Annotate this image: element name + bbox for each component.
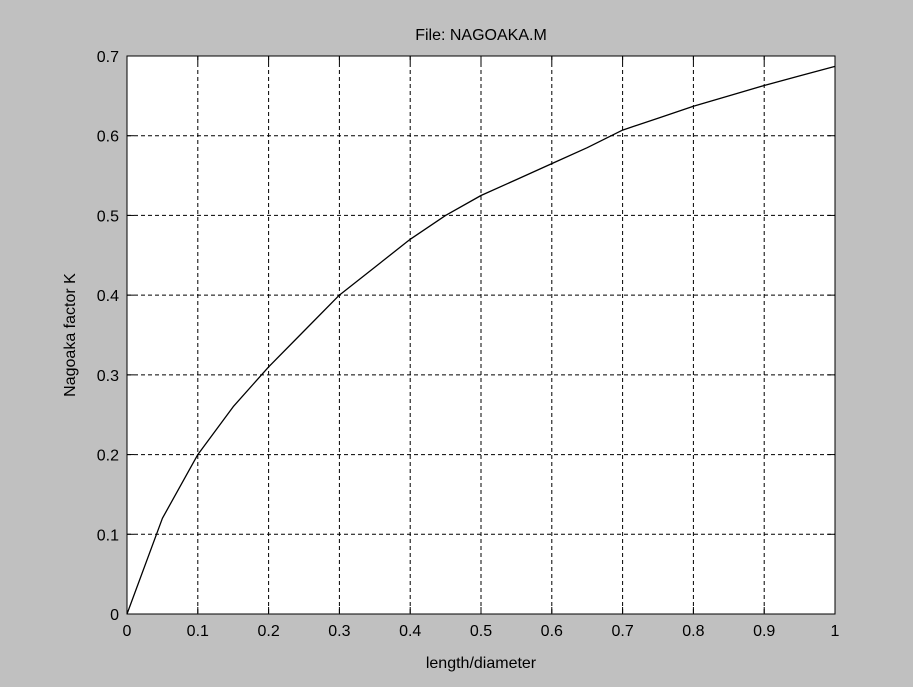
x-tick-label: 0.1 (187, 623, 209, 640)
x-tick-label: 1 (831, 623, 840, 640)
x-tick-label: 0.7 (611, 623, 633, 640)
x-tick-label: 0.6 (541, 623, 563, 640)
x-tick-label: 0.4 (399, 623, 421, 640)
x-tick-label: 0.3 (328, 623, 350, 640)
x-tick-label: 0 (123, 623, 132, 640)
series-layer (126, 65, 836, 615)
x-tick-label: 0.5 (470, 623, 492, 640)
y-tick-label: 0.7 (97, 49, 119, 66)
y-axis-label: Nagoaka factor K (62, 273, 79, 397)
y-tick-label: 0 (110, 607, 119, 624)
y-tick-label: 0.6 (97, 129, 119, 146)
x-tick-label: 0.9 (753, 623, 775, 640)
y-tick-label: 0.3 (97, 368, 119, 385)
x-axis-label: length/diameter (426, 655, 537, 672)
tick-labels: 0 0.1 0.2 0.3 0.4 0.5 0.6 0.7 0.8 0.9 1 0 0.1 0.2 0.3 0… (97, 49, 840, 640)
y-tick-label: 0.5 (97, 208, 119, 225)
y-tick-label: 0.2 (97, 448, 119, 465)
plot-area (127, 56, 835, 614)
x-tick-label: 0.8 (682, 623, 704, 640)
axes-frame (126, 55, 836, 615)
y-tick-label: 0.1 (97, 527, 119, 544)
x-tick-label: 0.2 (257, 623, 279, 640)
series-line (126, 65, 836, 615)
grid-lines (127, 56, 835, 614)
chart-title: File: NAGOAKA.M (415, 27, 547, 44)
y-tick-label: 0.4 (97, 288, 119, 305)
axes (126, 55, 836, 615)
